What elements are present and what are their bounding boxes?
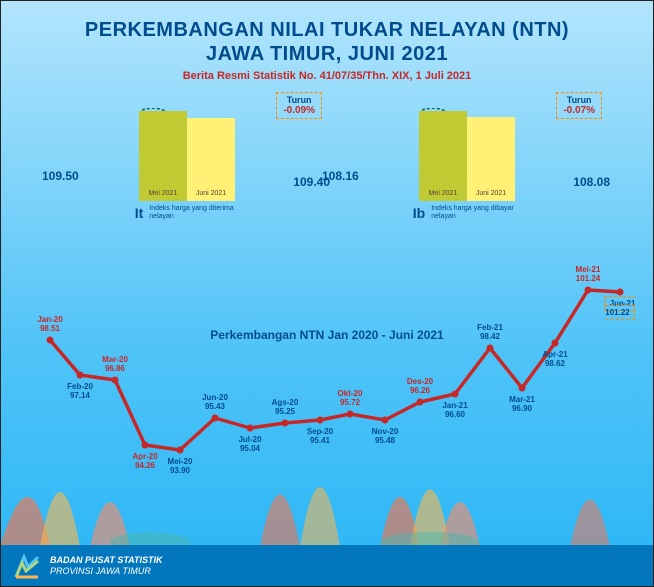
ib-right-val: 108.08 <box>573 175 610 189</box>
line-point-label: Mar-2096.86 <box>102 356 128 374</box>
line-point-label: Feb-2097.14 <box>67 383 93 401</box>
ib-bar-mei: Mei 2021 <box>419 111 467 201</box>
footer-bar: BADAN PUSAT STATISTIK PROVINSI JAWA TIMU… <box>0 545 654 587</box>
line-point-label: Apr-2198.62 <box>542 351 567 369</box>
it-turun-pct: -0.09% <box>283 105 315 116</box>
it-bar-juni: Juni 2021 <box>187 118 235 201</box>
line-point-label: Mei-21101.24 <box>576 266 601 284</box>
ib-bar2-label: Juni 2021 <box>476 190 506 197</box>
line-point-label: Jul-2095.04 <box>238 436 261 454</box>
press-release-no: Berita Resmi Statistik No. 41/07/35/Thn.… <box>10 70 644 82</box>
ib-left-val: 108.16 <box>322 169 359 183</box>
footer-org2: PROVINSI JAWA TIMUR <box>50 566 163 577</box>
line-point-label: Sep-2095.41 <box>307 428 333 446</box>
infographic-root: PERKEMBANGAN NILAI TUKAR NELAYAN (NTN) J… <box>0 0 654 587</box>
line-point-label: Des-2096.26 <box>407 378 433 396</box>
compare-section: Turun -0.09% 109.50 Mei 2021 Juni 2021 1… <box>0 106 654 222</box>
ib-desc: Indeks harga yang dibayar nelayan <box>431 205 521 222</box>
line-point-label: Okt-2095.72 <box>338 390 363 408</box>
line-point-label: Feb-2198.42 <box>477 324 503 342</box>
it-turun-badge: Turun -0.09% <box>276 92 322 119</box>
ib-bar1-label: Mei 2021 <box>429 190 458 197</box>
line-point-label: Mei-2093.90 <box>168 458 193 476</box>
line-chart: Perkembangan NTN Jan 2020 - Juni 2021 Ja… <box>0 280 654 510</box>
ib-turun-pct: -0.07% <box>563 105 595 116</box>
footer-org1: BADAN PUSAT STATISTIK <box>50 555 163 566</box>
line-point-label: Apr-2094.26 <box>132 453 157 471</box>
it-code: It <box>135 205 144 222</box>
bps-logo-icon <box>14 553 40 579</box>
it-turun-label: Turun <box>287 95 312 105</box>
it-bar-mei: Mei 2021 <box>139 111 187 201</box>
line-point-label: Jan-2196.60 <box>442 402 467 420</box>
header: PERKEMBANGAN NILAI TUKAR NELAYAN (NTN) J… <box>0 0 654 86</box>
it-bar2-label: Juni 2021 <box>196 190 226 197</box>
line-point-label: Ags-2095.25 <box>272 399 299 417</box>
line-point-label: Nov-2095.48 <box>372 428 399 446</box>
ib-bar-juni: Juni 2021 <box>467 117 515 201</box>
it-block: Turun -0.09% 109.50 Mei 2021 Juni 2021 1… <box>92 106 282 222</box>
title-line1: PERKEMBANGAN NILAI TUKAR NELAYAN (NTN) <box>10 18 644 42</box>
title-line2: JAWA TIMUR, JUNI 2021 <box>10 42 644 66</box>
it-desc: Indeks harga yang diterima nelayan <box>149 205 239 222</box>
ib-block: Turun -0.07% 108.16 Mei 2021 Juni 2021 1… <box>372 106 562 222</box>
ib-turun-badge: Turun -0.07% <box>556 92 602 119</box>
ib-turun-label: Turun <box>567 95 592 105</box>
line-point-label: Jun-21101.22 <box>605 300 636 318</box>
line-point-label: Jan-2098.51 <box>37 316 62 334</box>
it-left-val: 109.50 <box>42 169 79 183</box>
line-chart-svg <box>0 280 654 510</box>
footer-text: BADAN PUSAT STATISTIK PROVINSI JAWA TIMU… <box>50 555 163 577</box>
line-point-label: Mar-2196.90 <box>509 396 535 414</box>
ib-code: Ib <box>413 205 425 222</box>
it-bar1-label: Mei 2021 <box>149 190 178 197</box>
line-point-label: Jun-2095.43 <box>202 394 228 412</box>
